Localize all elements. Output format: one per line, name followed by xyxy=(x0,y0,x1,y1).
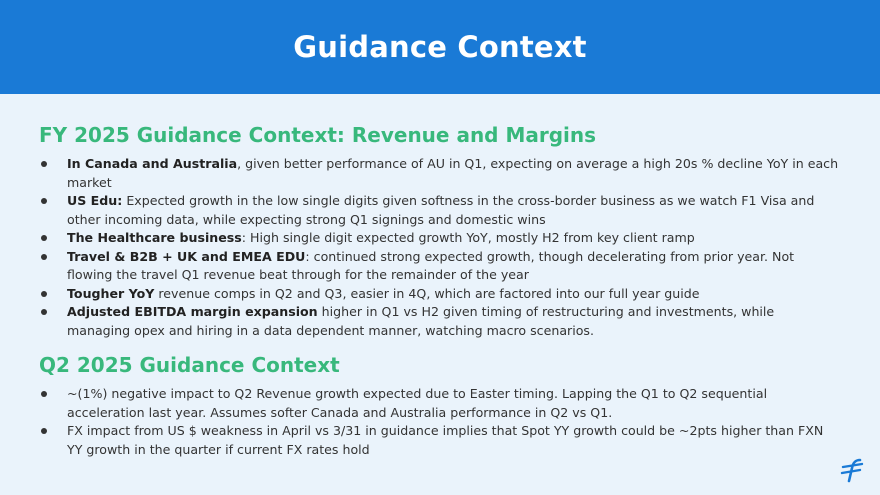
bullet-bold: In Canada and Australia xyxy=(67,156,238,171)
bullet-text: : High single digit expected growth YoY,… xyxy=(241,230,695,245)
list-item: The Healthcare business: High single dig… xyxy=(39,229,839,248)
header-banner: Guidance Context xyxy=(0,0,880,94)
bullet-bold: The Healthcare business xyxy=(67,230,242,245)
section-title-q2-2025: Q2 2025 Guidance Context xyxy=(39,353,340,377)
list-item: FX impact from US $ weakness in April vs… xyxy=(39,422,839,459)
list-item: Travel & B2B + UK and EMEA EDU: continue… xyxy=(39,248,839,285)
section-title-fy2025: FY 2025 Guidance Context: Revenue and Ma… xyxy=(39,123,597,147)
bullet-text: FX impact from US $ weakness in April vs… xyxy=(67,423,824,457)
page-title: Guidance Context xyxy=(293,30,587,64)
bullet-bold: US Edu: xyxy=(67,193,123,208)
list-item: ~(1%) negative impact to Q2 Revenue grow… xyxy=(39,385,839,422)
list-item: In Canada and Australia, given better pe… xyxy=(39,155,839,192)
bullet-text: : continued strong expected growth, thou… xyxy=(67,248,795,283)
bullet-bold: Tougher YoY xyxy=(67,285,155,301)
list-item: Adjusted EBITDA margin expansion higher … xyxy=(39,303,839,340)
bullet-list-fy2025: In Canada and Australia, given better pe… xyxy=(39,155,839,340)
bullet-list-q2-2025: ~(1%) negative impact to Q2 Revenue grow… xyxy=(39,385,839,459)
bullet-text: revenue comps in Q2 and Q3, easier in 4Q… xyxy=(154,285,700,301)
bullet-text: ~(1%) negative impact to Q2 Revenue grow… xyxy=(67,386,768,420)
main-content: FY 2025 Guidance Context: Revenue and Ma… xyxy=(39,120,839,459)
flywire-logo-icon xyxy=(840,458,864,483)
bullet-text: , given better performance of AU in Q1, … xyxy=(67,156,839,190)
bullet-text: higher in Q1 vs H2 given timing of restr… xyxy=(67,304,775,338)
bullet-text: Expected growth in the low single digits… xyxy=(67,193,815,227)
bullet-bold: Adjusted EBITDA margin expansion xyxy=(67,304,318,319)
list-item: US Edu: Expected growth in the low singl… xyxy=(39,192,839,229)
bullet-bold: Travel & B2B + UK and EMEA EDU xyxy=(67,248,306,264)
list-item: Tougher YoY revenue comps in Q2 and Q3, … xyxy=(39,285,839,304)
